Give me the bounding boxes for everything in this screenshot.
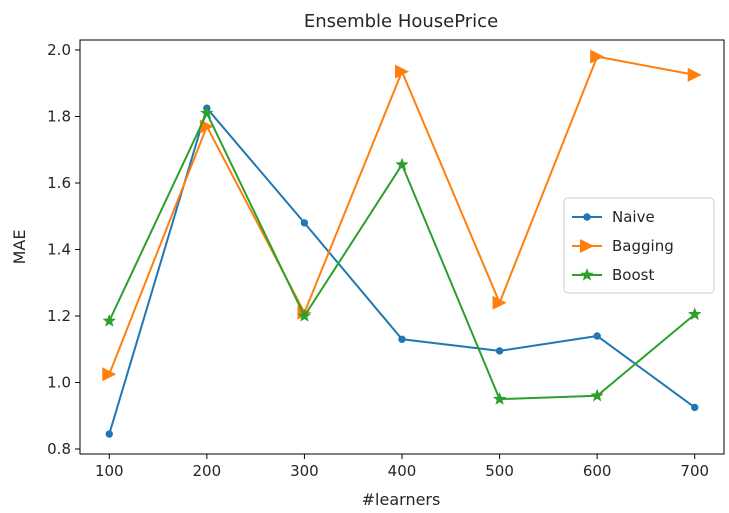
data-point-boost <box>395 157 409 171</box>
legend-entry-naive: Naive <box>572 208 655 226</box>
data-point-naive <box>398 335 406 343</box>
y-tick-label: 0.8 <box>47 440 71 458</box>
y-tick-label: 1.0 <box>47 374 71 392</box>
legend-label-bagging: Bagging <box>612 237 674 255</box>
legend-marker-naive <box>583 213 591 221</box>
x-tick-label: 200 <box>193 462 222 480</box>
y-axis-title: MAE <box>10 230 29 265</box>
data-point-naive <box>495 347 504 355</box>
data-point-boost <box>590 388 604 402</box>
data-point-bagging <box>687 67 702 82</box>
data-point-naive <box>593 332 601 340</box>
data-point-naive <box>300 219 309 227</box>
data-point-boost <box>102 313 116 327</box>
x-tick-label: 400 <box>388 462 417 480</box>
data-point-boost <box>688 307 702 320</box>
x-tick-label: 700 <box>680 462 709 480</box>
legend-entry-boost: Boost <box>572 266 654 284</box>
legend: Naive Bagging Boost <box>563 197 715 294</box>
y-tick-label: 2.0 <box>47 41 71 59</box>
y-tick-label: 1.4 <box>47 240 71 258</box>
data-point-bagging <box>492 295 507 310</box>
data-point-boost <box>200 106 214 119</box>
legend-box <box>563 197 715 294</box>
x-axis-title: #learners <box>362 490 441 509</box>
data-point-naive <box>691 403 699 412</box>
axis-ticks: 100 200 300 400 500 600 700 0.8 1.0 1.2 1.4 1.6 1.8 2… <box>47 41 709 480</box>
legend-label-naive: Naive <box>612 208 655 226</box>
legend-entry-bagging: Bagging <box>572 237 674 255</box>
legend-label-boost: Boost <box>612 266 654 284</box>
y-tick-label: 1.8 <box>47 107 71 125</box>
x-tick-label: 300 <box>290 462 319 480</box>
x-tick-label: 500 <box>485 462 514 480</box>
data-point-boost <box>492 392 507 405</box>
series-layer <box>102 49 702 438</box>
data-point-bagging <box>395 64 409 79</box>
data-point-bagging <box>102 367 117 382</box>
x-tick-label: 600 <box>583 462 612 480</box>
chart-title: Ensemble HousePrice <box>304 11 498 32</box>
data-point-bagging <box>590 49 605 64</box>
legend-marker-boost <box>580 268 594 281</box>
series-bagging <box>102 49 702 382</box>
y-tick-label: 1.2 <box>47 307 71 325</box>
legend-marker-bagging <box>580 239 594 253</box>
series-boost <box>102 106 702 405</box>
data-point-naive <box>105 430 113 438</box>
y-tick-label: 1.6 <box>47 174 71 192</box>
data-point-boost <box>297 309 312 322</box>
x-tick-label: 100 <box>95 462 124 480</box>
